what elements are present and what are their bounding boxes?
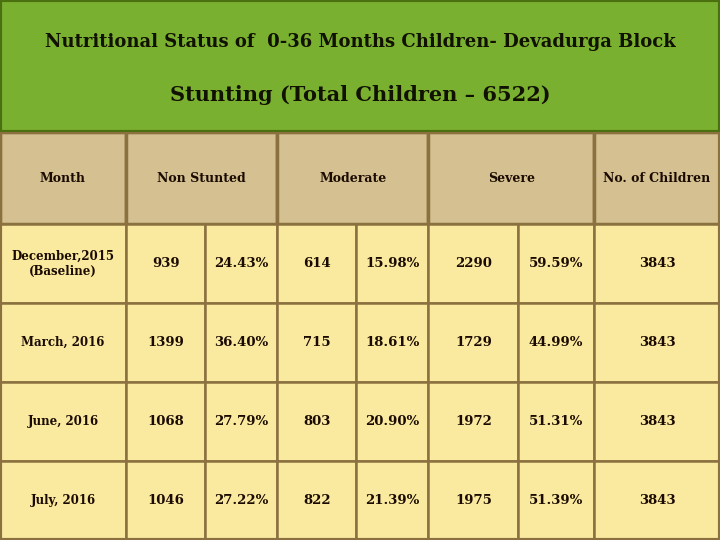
Text: 822: 822: [303, 494, 330, 507]
Text: 1729: 1729: [455, 336, 492, 349]
Text: Severe: Severe: [487, 172, 535, 185]
Bar: [126, 461, 205, 540]
Bar: [594, 461, 720, 540]
Text: 51.31%: 51.31%: [529, 415, 583, 428]
Bar: [277, 382, 356, 461]
Text: 3843: 3843: [639, 336, 675, 349]
Text: 15.98%: 15.98%: [365, 257, 420, 270]
Bar: [356, 224, 428, 303]
Text: Stunting (Total Children – 6522): Stunting (Total Children – 6522): [170, 85, 550, 105]
Bar: [428, 382, 518, 461]
Text: 1972: 1972: [455, 415, 492, 428]
Bar: [594, 224, 720, 303]
Bar: [205, 382, 277, 461]
Text: 59.59%: 59.59%: [529, 257, 583, 270]
Bar: [518, 224, 594, 303]
Bar: [205, 461, 277, 540]
Text: 51.39%: 51.39%: [529, 494, 583, 507]
Text: Moderate: Moderate: [319, 172, 387, 185]
Bar: [0, 132, 126, 224]
Text: 44.99%: 44.99%: [529, 336, 583, 349]
Text: Month: Month: [40, 172, 86, 185]
Bar: [0, 461, 126, 540]
Text: 27.22%: 27.22%: [214, 494, 269, 507]
Text: Non Stunted: Non Stunted: [157, 172, 246, 185]
Bar: [0, 303, 126, 382]
Text: 21.39%: 21.39%: [365, 494, 420, 507]
Text: 27.79%: 27.79%: [214, 415, 269, 428]
Bar: [277, 132, 428, 224]
Text: 20.90%: 20.90%: [365, 415, 420, 428]
Text: July, 2016: July, 2016: [30, 494, 96, 507]
Bar: [518, 303, 594, 382]
Text: 939: 939: [152, 257, 179, 270]
Text: 1068: 1068: [147, 415, 184, 428]
Bar: [0, 224, 126, 303]
Bar: [126, 382, 205, 461]
Text: March, 2016: March, 2016: [22, 336, 104, 349]
Bar: [518, 461, 594, 540]
Text: 18.61%: 18.61%: [365, 336, 420, 349]
Bar: [277, 224, 356, 303]
Text: June, 2016: June, 2016: [27, 415, 99, 428]
Text: 1046: 1046: [147, 494, 184, 507]
Bar: [594, 303, 720, 382]
Text: 2290: 2290: [455, 257, 492, 270]
Text: 803: 803: [303, 415, 330, 428]
Bar: [205, 303, 277, 382]
Text: 715: 715: [303, 336, 330, 349]
Bar: [428, 224, 518, 303]
Bar: [126, 303, 205, 382]
Text: 24.43%: 24.43%: [214, 257, 269, 270]
Text: 36.40%: 36.40%: [214, 336, 269, 349]
Bar: [594, 382, 720, 461]
Bar: [356, 461, 428, 540]
Bar: [594, 132, 720, 224]
Bar: [356, 303, 428, 382]
Bar: [126, 132, 277, 224]
Bar: [126, 224, 205, 303]
Bar: [428, 303, 518, 382]
Bar: [428, 461, 518, 540]
Bar: [0, 382, 126, 461]
Bar: [428, 132, 594, 224]
Text: 3843: 3843: [639, 257, 675, 270]
Text: No. of Children: No. of Children: [603, 172, 711, 185]
Bar: [277, 461, 356, 540]
Bar: [518, 382, 594, 461]
Text: 614: 614: [303, 257, 330, 270]
Text: 3843: 3843: [639, 494, 675, 507]
Text: 3843: 3843: [639, 415, 675, 428]
Bar: [205, 224, 277, 303]
Text: 1399: 1399: [147, 336, 184, 349]
Bar: [356, 382, 428, 461]
Text: Nutritional Status of  0-36 Months Children- Devadurga Block: Nutritional Status of 0-36 Months Childr…: [45, 33, 675, 51]
Text: 1975: 1975: [455, 494, 492, 507]
Bar: [277, 303, 356, 382]
Text: December,2015
(Baseline): December,2015 (Baseline): [12, 249, 114, 278]
